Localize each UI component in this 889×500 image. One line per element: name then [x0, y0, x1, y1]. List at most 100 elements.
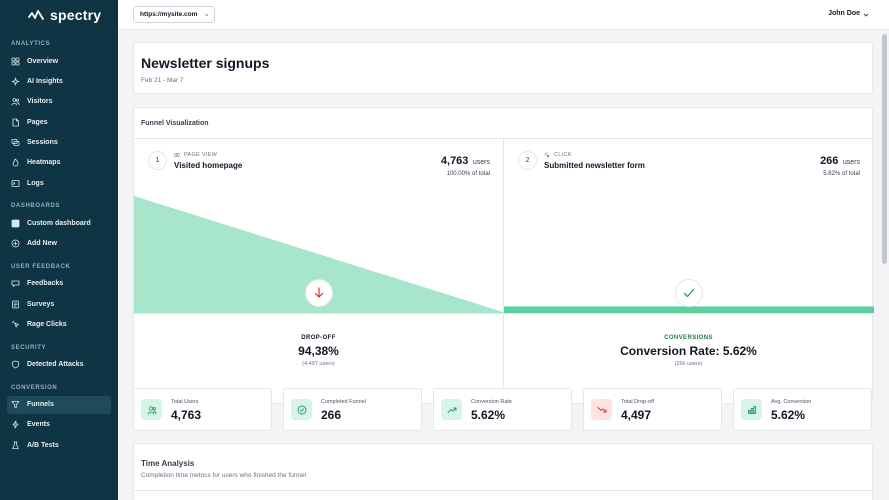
- dashboard-icon: [11, 219, 20, 228]
- app-name: spectry: [50, 7, 102, 23]
- sidebar-item-surveys[interactable]: Surveys: [7, 295, 111, 313]
- step-percent: 5.62% of total: [823, 171, 860, 177]
- metric-label: Conversion Rate: [471, 399, 512, 405]
- top-header: https://mysite.com John Doe: [118, 0, 889, 30]
- site-selector-value: https://mysite.com: [140, 11, 198, 18]
- sessions-icon: [11, 138, 20, 147]
- sidebar-item-label: Events: [27, 421, 50, 429]
- sidebar-item-label: A/B Tests: [27, 441, 59, 449]
- step-users: 4,763: [440, 155, 469, 167]
- flame-icon: [11, 158, 20, 167]
- bolt-icon: [11, 420, 20, 429]
- funnel-title: Funnel Visualization: [141, 120, 209, 127]
- chat-icon: [11, 279, 20, 288]
- sidebar-item-sessions[interactable]: Sessions: [7, 134, 111, 152]
- step-name: Visited homepage: [174, 161, 243, 170]
- metric-value: 266: [321, 408, 342, 422]
- nav-section-label: DASHBOARDS: [11, 203, 61, 210]
- funnel-graphic: [134, 196, 874, 314]
- funnel-icon: [11, 400, 20, 409]
- cursor-click-icon: [11, 320, 20, 329]
- scrollbar-thumb[interactable]: [882, 34, 887, 264]
- metric-label: Total Drop-off: [621, 399, 654, 405]
- dropoff-marker: [305, 279, 333, 307]
- chevron-down-icon[interactable]: [863, 12, 869, 18]
- divider: [134, 490, 872, 491]
- conversion-value: Conversion Rate: 5.62%: [620, 344, 757, 358]
- terminal-icon: [11, 179, 20, 188]
- sidebar-item-custom-dashboard[interactable]: Custom dashboard: [7, 214, 111, 232]
- metric-card-total-drop-off: Total Drop-off 4,497: [583, 388, 722, 431]
- sidebar-item-events[interactable]: Events: [7, 416, 111, 434]
- dropoff-label: DROP-OFF: [301, 335, 336, 341]
- step-type: CLICK: [544, 152, 572, 158]
- time-analysis-title: Time Analysis: [141, 459, 195, 468]
- check-circle-icon: [297, 405, 306, 414]
- step-number: 2: [518, 151, 537, 170]
- metric-icon-badge: [141, 399, 162, 420]
- user-menu[interactable]: John Doe: [828, 10, 860, 17]
- sidebar-item-label: Visitors: [27, 98, 53, 106]
- sidebar-item-visitors[interactable]: Visitors: [7, 93, 111, 111]
- dropoff-value: 94,38%: [298, 344, 339, 358]
- sidebar-item-label: Custom dashboard: [27, 219, 91, 227]
- metric-card-completed-funnel: Completed Funnel 266: [283, 388, 422, 431]
- sparkle-icon: [11, 77, 20, 86]
- page-header-card: Newsletter signups Feb 21 - Mar 7: [133, 42, 873, 94]
- step-1-stats: 4,763 users 100.00% of total: [441, 151, 490, 177]
- sidebar-item-feedbacks[interactable]: Feedbacks: [7, 275, 111, 293]
- sidebar-item-ai-insights[interactable]: AI Insights: [7, 72, 111, 90]
- metric-card-avg-conversion: Avg. Conversion 5.62%: [733, 388, 872, 431]
- metric-icon-badge: [441, 399, 462, 420]
- users-icon: [147, 405, 156, 414]
- time-analysis-card: Time Analysis Completion time metrics fo…: [133, 443, 873, 500]
- grid-icon: [11, 57, 20, 66]
- step-type: PAGE VIEW: [174, 152, 217, 158]
- sidebar-item-label: Funnels: [27, 401, 54, 409]
- sidebar-nav: ANALYTICS Overview AI Insights Visitors Page…: [0, 41, 118, 454]
- scrollbar-track[interactable]: [880, 30, 889, 500]
- sidebar-item-label: Heatmaps: [27, 159, 61, 167]
- sidebar-item-funnels[interactable]: Funnels: [7, 395, 111, 414]
- sidebar-item-label: Sessions: [27, 139, 58, 147]
- date-range: Feb 21 - Mar 7: [141, 77, 184, 84]
- sidebar-item-rage-clicks[interactable]: Rage Clicks: [7, 316, 111, 334]
- site-selector[interactable]: https://mysite.com: [133, 6, 215, 23]
- dropoff-users: (4,497 users): [302, 361, 335, 367]
- click-icon: [544, 152, 550, 158]
- sidebar-item-heatmaps[interactable]: Heatmaps: [7, 154, 111, 172]
- sidebar-item-a-b-tests[interactable]: A/B Tests: [7, 436, 111, 454]
- sidebar-item-label: Detected Attacks: [27, 361, 84, 369]
- check-icon: [683, 288, 695, 298]
- plus-circle-icon: [11, 239, 20, 248]
- metric-icon-badge: [291, 399, 312, 420]
- sidebar-item-add-new[interactable]: Add New: [7, 235, 111, 253]
- step-name: Submitted newsletter form: [544, 161, 645, 170]
- flask-icon: [11, 441, 20, 450]
- conversion-users: (266 users): [674, 361, 703, 367]
- metric-label: Completed Funnel: [321, 399, 366, 405]
- nav-section-label: ANALYTICS: [11, 41, 51, 47]
- sidebar-item-logs[interactable]: Logs: [7, 174, 111, 192]
- metric-card-total-users: Total Users 4,763: [133, 388, 272, 431]
- users-icon: [11, 97, 20, 106]
- eye-icon: [174, 152, 180, 158]
- bar-chart-icon: [747, 405, 756, 414]
- logo[interactable]: spectry: [0, 0, 118, 30]
- step-number: 1: [148, 151, 167, 170]
- chevron-down-icon: [205, 13, 209, 16]
- trending-up-icon: [447, 407, 456, 413]
- sidebar-item-overview[interactable]: Overview: [7, 52, 111, 70]
- logo-icon: [28, 10, 44, 20]
- metric-value: 5.62%: [771, 408, 806, 422]
- sidebar-item-pages[interactable]: Pages: [7, 113, 111, 131]
- sidebar-item-label: Logs: [27, 179, 44, 187]
- sidebar-item-label: Rage Clicks: [27, 321, 67, 329]
- metric-label: Total Users: [171, 399, 199, 405]
- sidebar-item-detected-attacks[interactable]: Detected Attacks: [7, 356, 111, 374]
- funnel-card: Funnel Visualization 1 PAGE VIEW Visited…: [133, 107, 874, 405]
- sidebar-item-label: AI Insights: [27, 77, 63, 85]
- conversion-summary: CONVERSIONS Conversion Rate: 5.62% (266 …: [504, 335, 873, 367]
- page-title: Newsletter signups: [141, 55, 270, 71]
- metric-value: 5.62%: [471, 408, 506, 422]
